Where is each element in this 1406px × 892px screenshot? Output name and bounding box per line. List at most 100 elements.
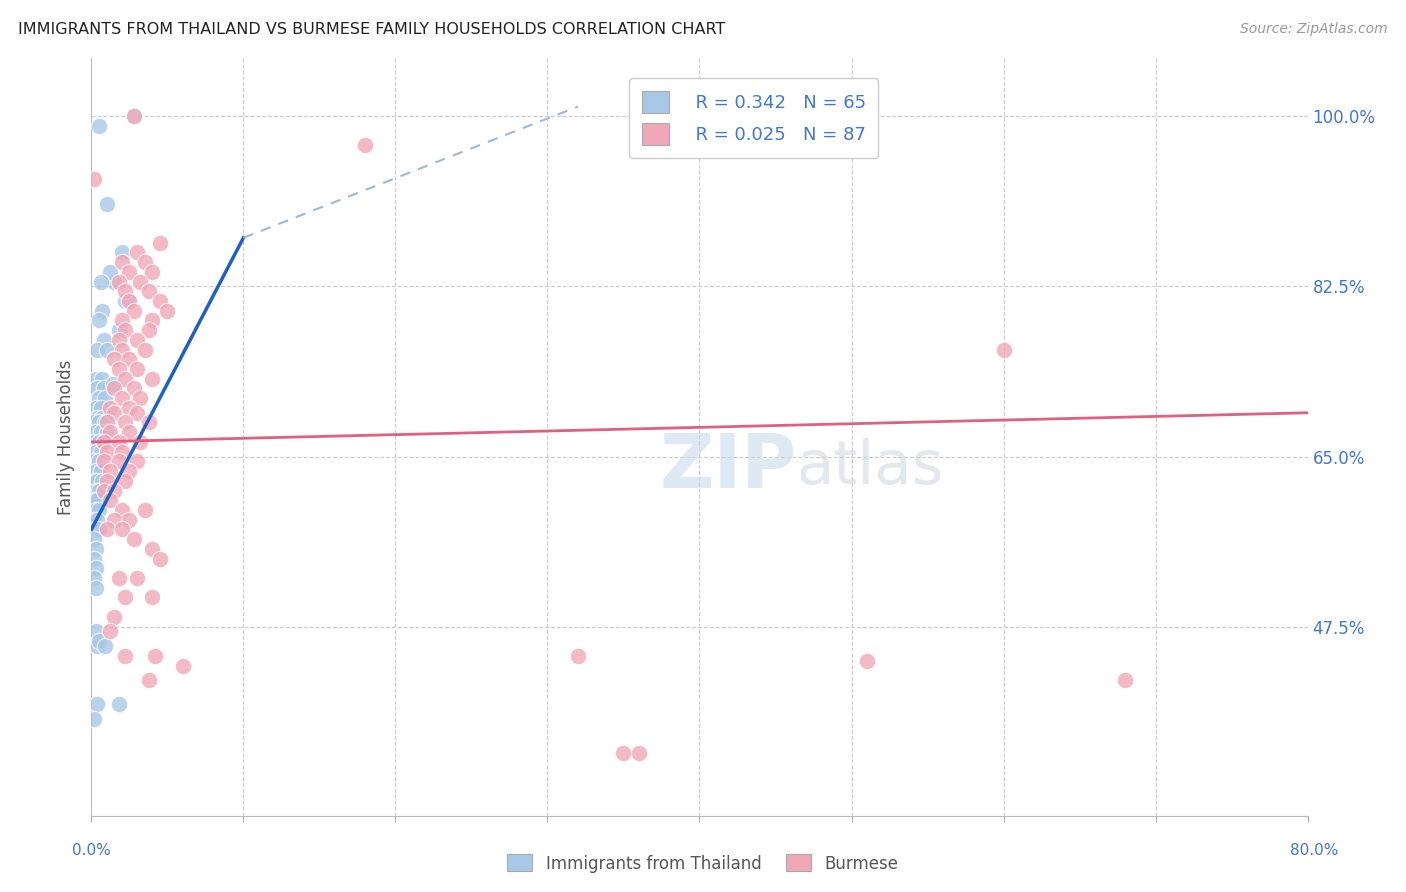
Point <box>993 343 1015 357</box>
Point <box>134 343 156 357</box>
Point <box>567 648 589 663</box>
Point <box>103 275 125 289</box>
Point <box>98 624 121 639</box>
Point <box>125 454 148 468</box>
Point <box>114 648 136 663</box>
Point <box>141 591 163 605</box>
Point <box>91 372 114 386</box>
Point <box>83 551 105 566</box>
Point <box>98 401 121 415</box>
Point <box>86 639 108 653</box>
Point <box>96 196 118 211</box>
Point <box>111 523 134 537</box>
Point <box>141 541 163 556</box>
Point <box>93 434 115 449</box>
Point <box>89 444 111 458</box>
Point <box>84 425 107 440</box>
Point <box>86 474 108 488</box>
Point <box>149 293 172 308</box>
Text: IMMIGRANTS FROM THAILAND VS BURMESE FAMILY HOUSEHOLDS CORRELATION CHART: IMMIGRANTS FROM THAILAND VS BURMESE FAMI… <box>18 22 725 37</box>
Point <box>114 323 136 337</box>
Point <box>84 444 107 458</box>
Point <box>138 285 160 299</box>
Point <box>103 352 125 367</box>
Point <box>98 265 121 279</box>
Point <box>107 275 129 289</box>
Point <box>93 382 115 396</box>
Point <box>89 425 111 440</box>
Point <box>138 673 160 687</box>
Y-axis label: Family Households: Family Households <box>58 359 76 515</box>
Point <box>93 483 115 498</box>
Point <box>1114 673 1136 687</box>
Point <box>83 416 105 430</box>
Point <box>83 532 105 546</box>
Point <box>89 464 111 478</box>
Point <box>91 410 114 425</box>
Point <box>138 323 160 337</box>
Point <box>125 362 148 376</box>
Point <box>84 581 107 595</box>
Point <box>118 293 141 308</box>
Point <box>87 483 110 498</box>
Point <box>83 493 105 508</box>
Point <box>111 444 134 458</box>
Point <box>129 275 152 289</box>
Point <box>156 303 179 318</box>
Point <box>354 138 377 153</box>
Point <box>83 712 105 726</box>
Point <box>93 333 115 347</box>
Point <box>125 245 148 260</box>
Point <box>84 401 107 415</box>
Point <box>87 313 110 327</box>
Text: 80.0%: 80.0% <box>1291 843 1339 858</box>
Point <box>96 444 118 458</box>
Point <box>114 285 136 299</box>
Point <box>111 255 134 269</box>
Point <box>118 352 141 367</box>
Point <box>627 746 650 760</box>
Point <box>96 425 118 440</box>
Point <box>84 503 107 517</box>
Point <box>87 454 110 468</box>
Point <box>103 610 125 624</box>
Point <box>87 634 110 648</box>
Point <box>84 561 107 575</box>
Point <box>141 372 163 386</box>
Point <box>118 425 141 440</box>
Point <box>122 532 145 546</box>
Point <box>86 493 108 508</box>
Point <box>143 648 166 663</box>
Point <box>83 474 105 488</box>
Point <box>94 639 117 653</box>
Point <box>91 474 114 488</box>
Text: ZIP: ZIP <box>659 431 797 504</box>
Point <box>122 109 145 123</box>
Point <box>86 382 108 396</box>
Point <box>103 382 125 396</box>
Point <box>93 434 115 449</box>
Point <box>91 303 114 318</box>
Point <box>134 255 156 269</box>
Point <box>96 416 118 430</box>
Point <box>107 434 129 449</box>
Legend: Immigrants from Thailand, Burmese: Immigrants from Thailand, Burmese <box>501 847 905 880</box>
Point <box>129 434 152 449</box>
Point <box>107 362 129 376</box>
Point <box>86 410 108 425</box>
Text: Source: ZipAtlas.com: Source: ZipAtlas.com <box>1240 22 1388 37</box>
Point <box>94 391 117 405</box>
Point <box>114 474 136 488</box>
Point <box>172 658 194 673</box>
Point <box>149 551 172 566</box>
Point <box>125 333 148 347</box>
Point <box>96 343 118 357</box>
Point <box>149 235 172 250</box>
Point <box>86 698 108 712</box>
Point <box>107 323 129 337</box>
Point <box>118 513 141 527</box>
Point <box>114 591 136 605</box>
Point <box>129 391 152 405</box>
Point <box>114 372 136 386</box>
Text: 0.0%: 0.0% <box>72 843 111 858</box>
